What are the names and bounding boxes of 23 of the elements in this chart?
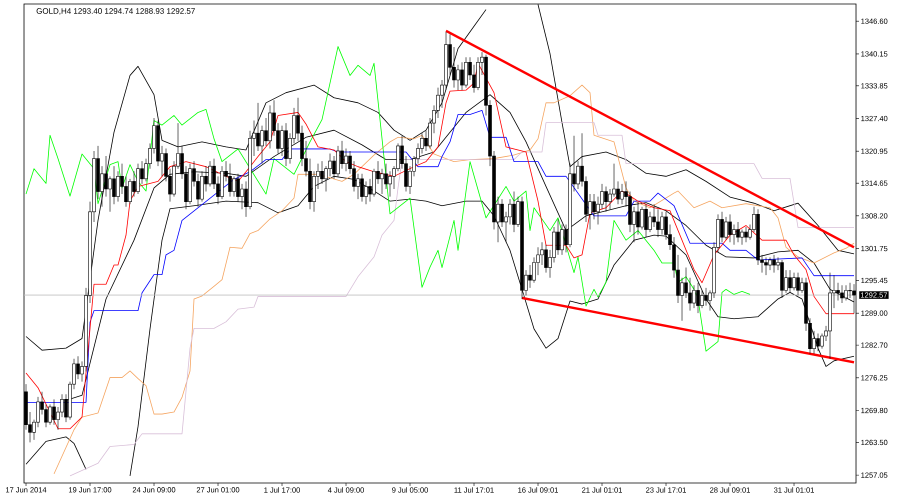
candlestick (696, 282, 700, 314)
candlestick (464, 56, 468, 88)
candlestick (512, 191, 516, 232)
candlestick (816, 333, 820, 352)
candlestick (796, 272, 800, 296)
candlestick (604, 186, 608, 212)
candlestick (520, 196, 524, 300)
candlestick (764, 257, 768, 276)
candlestick (728, 214, 732, 243)
line-series (26, 46, 750, 352)
candlestick (228, 163, 232, 197)
candlestick (788, 270, 792, 294)
candlestick (744, 226, 748, 243)
candlestick (828, 272, 832, 360)
candlestick (620, 184, 624, 204)
candlestick (736, 222, 740, 243)
candlestick (644, 204, 648, 238)
candlestick (284, 122, 288, 166)
candlestick (772, 254, 776, 273)
candlestick (840, 285, 844, 304)
candlestick (136, 163, 140, 194)
candlestick (780, 260, 784, 298)
candlestick (844, 285, 848, 301)
